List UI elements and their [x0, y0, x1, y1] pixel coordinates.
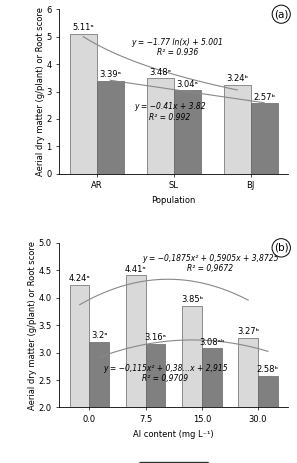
- Text: y = −0,1875x² + 0,5905x + 3,8725
R² = 0,9672: y = −0,1875x² + 0,5905x + 3,8725 R² = 0,…: [142, 254, 279, 274]
- Text: 3.16ᵃ: 3.16ᵃ: [144, 333, 167, 342]
- Text: 2.58ᵇ: 2.58ᵇ: [257, 365, 279, 374]
- Bar: [147, 78, 174, 174]
- Bar: [238, 338, 258, 463]
- Text: 4.41ᵃ: 4.41ᵃ: [125, 265, 147, 274]
- Y-axis label: Aerial dry matter (g/plant) or Root score: Aerial dry matter (g/plant) or Root scor…: [36, 7, 45, 176]
- Text: 3.2ᵃ: 3.2ᵃ: [91, 331, 108, 340]
- Bar: [182, 306, 202, 463]
- Bar: [174, 90, 201, 174]
- Text: y = −0.41x + 3.82
R² = 0.992: y = −0.41x + 3.82 R² = 0.992: [134, 102, 206, 122]
- Text: (a): (a): [274, 9, 288, 19]
- Text: 2.57ᵇ: 2.57ᵇ: [253, 93, 275, 102]
- Bar: [70, 285, 89, 463]
- Text: 3.08ᵃᵇ: 3.08ᵃᵇ: [199, 338, 225, 347]
- Text: 4.24ᵃ: 4.24ᵃ: [69, 274, 91, 283]
- Text: 3.04ᵃ: 3.04ᵃ: [176, 80, 198, 89]
- Text: 3.39ᵃ: 3.39ᵃ: [99, 70, 121, 79]
- X-axis label: Al content (mg L⁻¹): Al content (mg L⁻¹): [133, 430, 214, 438]
- Bar: [70, 34, 97, 174]
- Text: 5.11ᵃ: 5.11ᵃ: [72, 23, 94, 32]
- Bar: [146, 344, 165, 463]
- Text: 3.48ᵃ: 3.48ᵃ: [149, 68, 171, 77]
- Legend: ADM, RS: ADM, RS: [139, 462, 208, 463]
- Text: y = −0,115x² + 0,38…x + 2,915
R² = 0,9709: y = −0,115x² + 0,38…x + 2,915 R² = 0,970…: [103, 364, 228, 383]
- Bar: [251, 103, 278, 174]
- Bar: [202, 348, 222, 463]
- Text: (b): (b): [274, 243, 289, 253]
- Text: 3.85ᵇ: 3.85ᵇ: [181, 295, 203, 304]
- Bar: [258, 375, 278, 463]
- Text: 3.27ᵇ: 3.27ᵇ: [237, 327, 259, 336]
- Bar: [126, 275, 146, 463]
- Bar: [89, 342, 109, 463]
- Text: 3.24ᵇ: 3.24ᵇ: [226, 74, 248, 83]
- X-axis label: Population: Population: [151, 196, 196, 205]
- Bar: [97, 81, 124, 174]
- Bar: [224, 85, 251, 174]
- Text: y = −1.77 ln(x) + 5.001
R² = 0.936: y = −1.77 ln(x) + 5.001 R² = 0.936: [132, 38, 224, 57]
- Y-axis label: Aerial dry matter (g/plant) or Root score: Aerial dry matter (g/plant) or Root scor…: [28, 241, 37, 410]
